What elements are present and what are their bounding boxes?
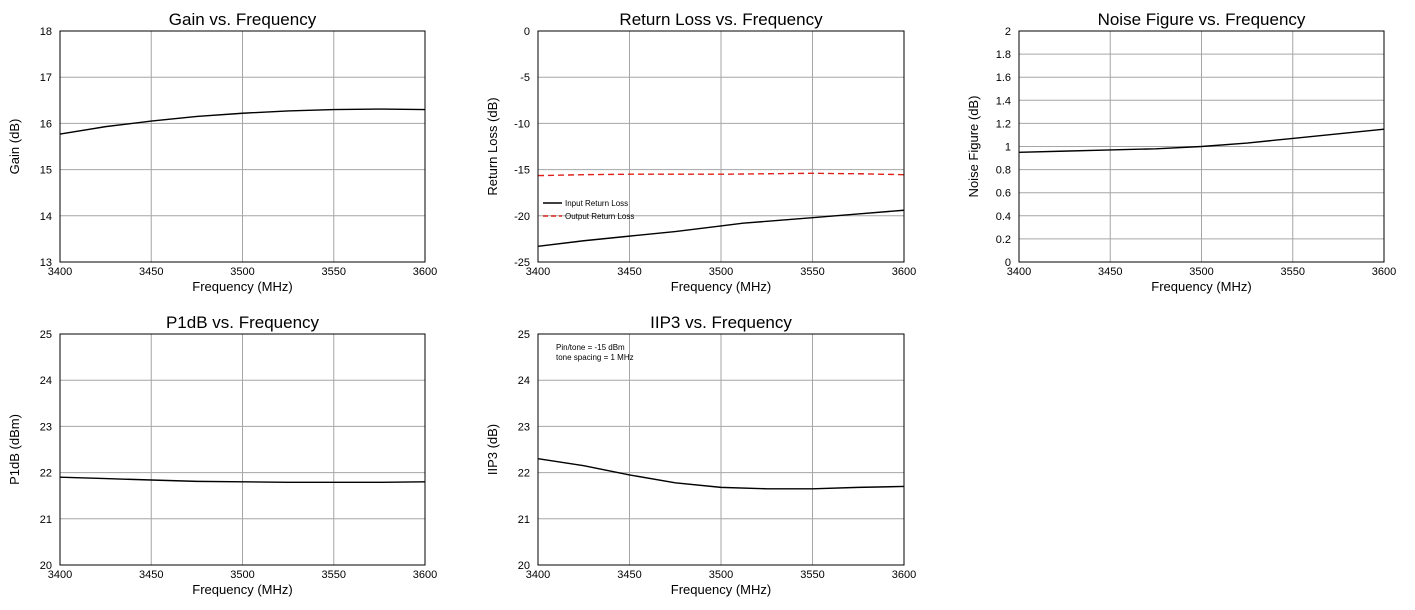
y-axis-label: Noise Figure (dB) xyxy=(966,96,981,198)
x-tick-label: 3400 xyxy=(526,266,550,278)
x-tick-label: 3600 xyxy=(892,266,916,278)
y-tick-label: 21 xyxy=(40,514,52,526)
y-tick-label: 14 xyxy=(40,211,52,223)
y-tick-label: 0.2 xyxy=(996,234,1011,246)
y-axis-label: IIP3 (dB) xyxy=(485,424,500,475)
y-tick-label: 0.8 xyxy=(996,165,1011,177)
chart-2: 3400 3450 3500 3550 3600 -25 -20 -15 -10 -5 0 Retur… xyxy=(485,10,916,294)
plot-area-frame xyxy=(59,333,426,566)
x-axis-label: Frequency (MHz) xyxy=(1151,279,1251,294)
y-tick-label: 24 xyxy=(518,375,530,387)
y-tick-label: 1.6 xyxy=(996,72,1011,84)
x-tick-label: 3550 xyxy=(322,569,346,581)
y-tick-label: 21 xyxy=(518,514,530,526)
y-tick-label: 0 xyxy=(1005,257,1011,269)
series-line-1 xyxy=(537,458,905,490)
y-tick-label: 23 xyxy=(40,421,52,433)
x-tick-label: 3500 xyxy=(230,569,254,581)
legend-label: Output Return Loss xyxy=(565,212,634,221)
x-axis-label: Frequency (MHz) xyxy=(671,582,771,597)
x-tick-label: 3400 xyxy=(48,266,72,278)
plot-area-frame xyxy=(537,30,905,263)
x-tick-label: 3600 xyxy=(892,569,916,581)
chart-title: IIP3 vs. Frequency xyxy=(650,313,792,332)
x-tick-label: 3550 xyxy=(800,569,824,581)
y-axis-label: Return Loss (dB) xyxy=(485,97,500,195)
x-tick-label: 3450 xyxy=(617,569,641,581)
x-tick-label: 3500 xyxy=(709,569,733,581)
chart-title: Return Loss vs. Frequency xyxy=(619,10,823,29)
y-tick-label: -20 xyxy=(514,211,530,223)
annotation-text: tone spacing = 1 MHz xyxy=(556,353,634,362)
y-tick-label: 17 xyxy=(40,72,52,84)
x-tick-label: 3450 xyxy=(139,266,163,278)
x-tick-label: 3550 xyxy=(800,266,824,278)
x-axis-label: Frequency (MHz) xyxy=(192,279,292,294)
x-tick-label: 3500 xyxy=(230,266,254,278)
x-tick-label: 3500 xyxy=(709,266,733,278)
x-axis-label: Frequency (MHz) xyxy=(671,279,771,294)
series-line-1 xyxy=(59,108,426,135)
plot-area-frame xyxy=(59,30,426,263)
y-tick-label: 1 xyxy=(1005,142,1011,154)
series-line-2 xyxy=(537,172,905,177)
y-tick-label: -10 xyxy=(514,118,530,130)
plot-area-frame xyxy=(537,333,905,566)
chart-title: P1dB vs. Frequency xyxy=(166,313,320,332)
x-tick-label: 3450 xyxy=(617,266,641,278)
chart-4: 3400 3450 3500 3550 3600 20 21 22 23 24 25 P1dB vs.… xyxy=(7,313,437,597)
chart-1: 3400 3450 3500 3550 3600 13 14 15 16 17 18 Gain vs.… xyxy=(7,10,437,294)
x-tick-label: 3600 xyxy=(413,266,437,278)
y-tick-label: 20 xyxy=(518,560,530,572)
y-tick-label: -15 xyxy=(514,165,530,177)
y-tick-label: 24 xyxy=(40,375,52,387)
plot-area-frame xyxy=(1018,30,1385,263)
y-axis-label: P1dB (dBm) xyxy=(7,414,22,485)
x-tick-label: 3450 xyxy=(139,569,163,581)
chart-title: Gain vs. Frequency xyxy=(169,10,317,29)
x-tick-label: 3400 xyxy=(526,569,550,581)
legend: Input Return Loss Output Return Loss xyxy=(543,199,634,221)
y-tick-label: -5 xyxy=(520,72,530,84)
y-tick-label: 1.8 xyxy=(996,49,1011,61)
legend-label: Input Return Loss xyxy=(565,199,628,208)
chart-title: Noise Figure vs. Frequency xyxy=(1098,10,1306,29)
y-tick-label: 2 xyxy=(1005,26,1011,38)
x-tick-label: 3500 xyxy=(1189,266,1213,278)
y-axis-label: Gain (dB) xyxy=(7,119,22,175)
y-tick-label: 1.2 xyxy=(996,118,1011,130)
y-tick-label: -25 xyxy=(514,257,530,269)
series-line-1 xyxy=(59,476,426,483)
y-tick-label: 0 xyxy=(524,26,530,38)
y-tick-label: 25 xyxy=(518,329,530,341)
series-line-1 xyxy=(1018,128,1385,153)
x-tick-label: 3600 xyxy=(1372,266,1396,278)
chart-3: 3400 3450 3500 3550 3600 0 0.2 0.4 0.6 0.8 1 1.2 1.4… xyxy=(966,10,1396,294)
y-tick-label: 25 xyxy=(40,329,52,341)
series-line-1 xyxy=(537,209,905,247)
y-tick-label: 20 xyxy=(40,560,52,572)
x-tick-label: 3450 xyxy=(1098,266,1122,278)
y-tick-label: 1.4 xyxy=(996,95,1011,107)
y-tick-label: 0.4 xyxy=(996,211,1011,223)
x-tick-label: 3550 xyxy=(1281,266,1305,278)
y-tick-label: 23 xyxy=(518,421,530,433)
x-axis-label: Frequency (MHz) xyxy=(192,582,292,597)
x-tick-label: 3550 xyxy=(322,266,346,278)
y-tick-label: 16 xyxy=(40,118,52,130)
y-tick-label: 0.6 xyxy=(996,188,1011,200)
x-tick-label: 3400 xyxy=(1007,266,1031,278)
x-tick-label: 3400 xyxy=(48,569,72,581)
annotation-text: Pin/tone = -15 dBm xyxy=(556,343,625,352)
y-tick-label: 22 xyxy=(518,468,530,480)
y-tick-label: 13 xyxy=(40,257,52,269)
chart-5: 3400 3450 3500 3550 3600 20 21 22 23 24 25 IIP3 vs.… xyxy=(485,313,916,597)
x-tick-label: 3600 xyxy=(413,569,437,581)
y-tick-label: 22 xyxy=(40,468,52,480)
y-tick-label: 15 xyxy=(40,165,52,177)
y-tick-label: 18 xyxy=(40,26,52,38)
